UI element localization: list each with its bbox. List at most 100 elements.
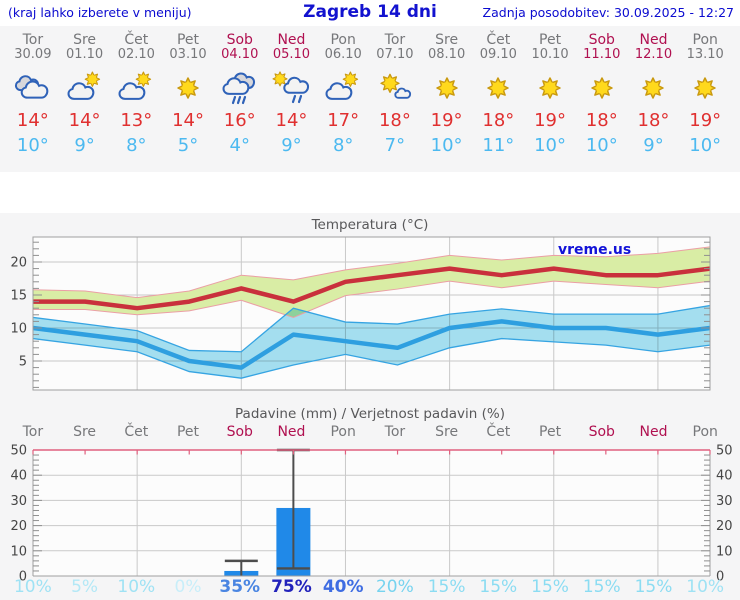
precip-probability: 40% [322, 577, 364, 597]
max-temperature: 18° [585, 110, 618, 131]
min-temperature: 7° [384, 135, 406, 156]
day-date: 11.10 [583, 47, 621, 62]
precip-probability: 15% [427, 577, 466, 597]
precip-day-label: Tor [384, 424, 406, 440]
day-name: Sob [588, 32, 615, 48]
max-temperature: 14° [172, 110, 204, 131]
sun-icon [478, 71, 518, 105]
max-temperature: 14° [16, 110, 49, 131]
precip-day-label: Sre [435, 424, 459, 440]
precip-probability: 10% [117, 577, 156, 597]
day-name: Čet [124, 32, 149, 48]
svg-text:20: 20 [10, 519, 27, 534]
max-temperature: 18° [637, 110, 670, 131]
day-date: 03.10 [169, 47, 207, 62]
precip-probability: 0% [174, 577, 202, 597]
svg-text:0: 0 [716, 570, 724, 584]
svg-text:5: 5 [19, 355, 27, 370]
sun-cloud-icon [116, 71, 156, 105]
precip-day-label: Ned [277, 424, 306, 440]
sun-icon [530, 71, 570, 105]
svg-text:10: 10 [716, 544, 733, 559]
forecast-day: Ned 12.10 18° 9° [628, 33, 680, 172]
precip-probability: 10% [13, 577, 52, 597]
max-temperature: 18° [378, 110, 411, 131]
max-temperature: 16° [223, 110, 256, 131]
min-temperature: 8° [126, 135, 147, 156]
page-title: Zagreb 14 dni [303, 2, 437, 22]
precip-day-label: Sre [73, 424, 97, 440]
day-name: Tor [22, 32, 44, 48]
precip-day-label: Pon [692, 424, 718, 440]
temperature-chart-title: Temperatura (°C) [311, 217, 429, 233]
sun-cloud-icon [65, 71, 105, 105]
precip-probability: 10% [686, 577, 725, 597]
day-name: Ned [639, 32, 668, 48]
precip-day-label: Sob [588, 424, 615, 440]
forecast-day: Pon 13.10 19° 10° [679, 33, 731, 172]
min-temperature: 11° [482, 135, 515, 156]
max-temperature: 19° [430, 110, 463, 131]
day-name: Sre [73, 32, 97, 48]
forecast-day: Čet 02.10 13° 8° [110, 33, 162, 172]
max-temperature: 14° [68, 110, 101, 131]
forecast-day: Tor 30.09 14° 10° [7, 33, 59, 172]
min-temperature: 4° [229, 135, 250, 156]
day-date: 01.10 [65, 47, 104, 62]
watermark-link[interactable]: vreme.us [558, 242, 632, 258]
precip-day-labels: Tor Sre Čet Pet Sob Ned Pon Tor Sre Čet Pet Sob Ned P… [0, 424, 740, 440]
day-name: Sre [435, 32, 459, 48]
max-temperature: 18° [482, 110, 515, 131]
min-temperature: 10° [585, 135, 618, 156]
cloudy-icon [13, 71, 53, 105]
day-date: 04.10 [221, 47, 259, 62]
precip-probability: 20% [375, 577, 414, 597]
precip-probability: 15% [531, 577, 569, 597]
precip-probability: 15% [582, 577, 621, 597]
sun-cloud-icon [323, 71, 363, 105]
day-name: Pon [692, 32, 718, 48]
day-date: 09.10 [479, 47, 517, 62]
sun-small-cloud-icon [375, 71, 415, 105]
svg-text:50: 50 [10, 444, 27, 459]
precip-day-label: Pon [330, 424, 356, 440]
precip-day-label: Ned [639, 424, 668, 440]
svg-text:10: 10 [10, 544, 27, 559]
min-temperature: 10° [689, 135, 722, 156]
precip-day-label: Sob [226, 424, 253, 440]
day-name: Ned [277, 32, 306, 48]
svg-text:30: 30 [10, 494, 27, 509]
forecast-day: Čet 09.10 18° 11° [472, 33, 524, 172]
svg-text:15: 15 [10, 289, 27, 304]
precipitation-chart-title: Padavine (mm) / Verjetnost padavin (%) [235, 406, 505, 422]
precip-day-label: Čet [486, 424, 511, 440]
rain-icon [220, 71, 260, 105]
svg-text:20: 20 [10, 256, 27, 271]
location-hint: (kraj lahko izberete v meniju) [8, 5, 192, 20]
day-date: 05.10 [272, 47, 311, 62]
sun-icon [168, 71, 208, 105]
max-temperature: 14° [275, 110, 308, 131]
temperature-chart: 5 10 15 20 [10, 236, 711, 391]
last-update-timestamp: Zadnja posodobitev: 30.09.2025 - 12:27 [482, 5, 734, 20]
day-date: 06.10 [324, 47, 362, 62]
min-temperature: 10° [430, 135, 463, 156]
forecast-day: Pet 10.10 19° 10° [524, 33, 576, 172]
svg-text:10: 10 [10, 322, 27, 337]
precipitation-chart: 0 0 10 10 20 20 30 30 40 40 50 50 [10, 444, 733, 584]
day-name: Pon [330, 32, 356, 48]
min-temperature: 10° [534, 135, 566, 156]
max-temperature: 17° [327, 110, 360, 131]
max-temperature: 19° [689, 110, 722, 131]
day-name: Čet [486, 32, 511, 48]
forecast-day: Sob 04.10 16° 4° [214, 33, 266, 172]
sun-icon [633, 71, 673, 105]
sun-icon [427, 71, 467, 105]
svg-text:40: 40 [716, 469, 733, 484]
day-name: Pet [539, 32, 562, 48]
day-date: 13.10 [686, 47, 724, 62]
min-temperature: 10° [16, 135, 49, 156]
sun-icon [685, 71, 725, 105]
day-name: Tor [384, 32, 406, 48]
day-date: 10.10 [531, 47, 569, 62]
